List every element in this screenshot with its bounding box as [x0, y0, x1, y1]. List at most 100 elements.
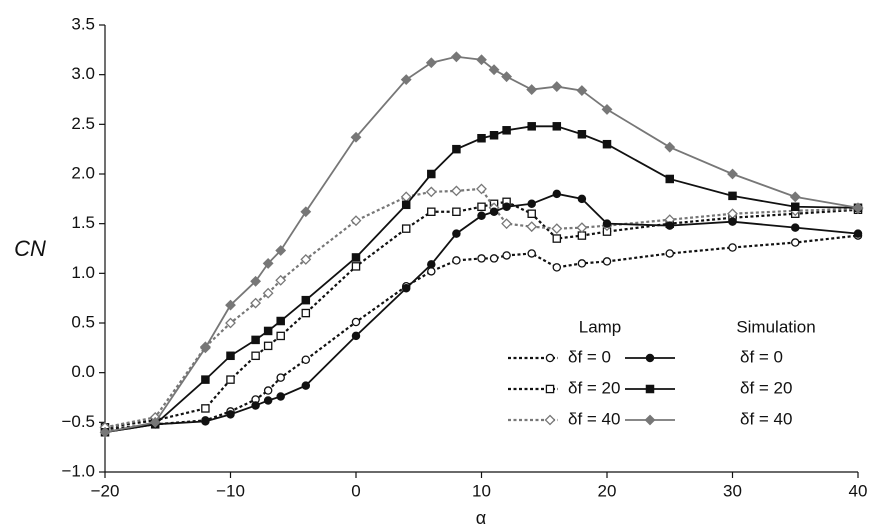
marker — [276, 316, 285, 326]
marker — [262, 287, 274, 299]
marker — [275, 245, 287, 256]
x-tick-label: 0 — [351, 481, 360, 500]
marker — [263, 341, 273, 351]
marker — [476, 54, 487, 66]
x-tick-label: −20 — [91, 481, 120, 500]
legend-marker — [545, 384, 555, 394]
marker — [251, 335, 260, 345]
marker — [501, 71, 513, 83]
marker — [351, 253, 361, 262]
marker — [251, 351, 260, 361]
marker — [552, 263, 562, 272]
marker — [527, 209, 536, 218]
marker — [526, 221, 538, 233]
y-tick-label: −1.0 — [61, 461, 95, 480]
marker — [425, 57, 437, 69]
legend-marker — [545, 353, 555, 363]
legend-marker — [544, 414, 556, 426]
marker — [477, 133, 486, 143]
legend-label: δf = 40 — [568, 409, 620, 428]
marker — [301, 308, 311, 318]
legend-marker — [645, 353, 655, 363]
marker — [225, 299, 236, 311]
marker — [99, 426, 111, 438]
marker — [201, 417, 210, 426]
marker — [401, 200, 411, 210]
marker — [400, 74, 412, 86]
marker — [488, 64, 500, 76]
marker — [502, 202, 511, 212]
marker — [502, 251, 511, 260]
marker — [728, 217, 737, 226]
y-tick-label: 3.5 — [71, 14, 95, 33]
legend-label: δf = 20 — [568, 378, 620, 397]
marker — [789, 191, 801, 203]
marker — [226, 410, 235, 419]
marker — [477, 211, 486, 220]
marker — [226, 375, 235, 384]
legend-label: δf = 0 — [568, 347, 611, 366]
marker — [552, 189, 562, 199]
marker — [577, 130, 587, 139]
marker — [526, 84, 538, 95]
marker — [351, 317, 361, 327]
marker — [401, 283, 411, 293]
marker — [602, 219, 612, 228]
marker — [450, 185, 462, 197]
marker — [199, 342, 211, 354]
marker — [489, 254, 499, 263]
legend-title: Lamp — [579, 317, 622, 336]
marker — [791, 202, 800, 212]
marker — [427, 169, 436, 179]
marker — [201, 404, 210, 413]
marker — [665, 221, 675, 230]
marker — [452, 207, 461, 216]
marker — [149, 416, 161, 428]
marker — [665, 249, 675, 258]
marker — [853, 229, 863, 238]
marker — [351, 331, 361, 341]
marker — [276, 373, 285, 382]
legend-label: δf = 40 — [740, 409, 792, 428]
marker — [452, 144, 461, 154]
x-tick-label: −10 — [216, 481, 245, 500]
marker — [852, 202, 864, 214]
marker — [276, 331, 285, 341]
marker — [427, 260, 436, 269]
legend-label: δf = 0 — [740, 347, 783, 366]
marker — [276, 392, 285, 401]
marker — [527, 199, 536, 209]
marker — [791, 223, 800, 232]
x-tick-label: 20 — [598, 481, 617, 500]
marker — [501, 218, 513, 230]
marker — [300, 254, 312, 265]
marker — [476, 183, 487, 195]
marker — [577, 231, 587, 240]
marker — [251, 401, 260, 410]
marker — [225, 317, 236, 329]
marker — [664, 141, 676, 153]
series-line — [104, 234, 859, 431]
marker — [665, 174, 675, 184]
marker — [226, 351, 235, 361]
x-tick-label: 40 — [849, 481, 868, 500]
marker — [350, 215, 362, 227]
marker — [791, 238, 800, 247]
marker — [301, 381, 311, 390]
marker — [727, 168, 738, 180]
marker — [275, 274, 287, 286]
marker — [452, 229, 461, 238]
legend-title: Simulation — [736, 317, 815, 336]
marker — [602, 139, 612, 149]
marker — [301, 355, 311, 365]
marker — [250, 275, 262, 287]
x-tick-label: 10 — [472, 481, 491, 500]
marker — [577, 259, 587, 268]
marker — [263, 396, 273, 405]
y-axis-label: CN — [14, 236, 46, 261]
marker — [450, 51, 462, 63]
x-tick-label: 30 — [723, 481, 742, 500]
marker — [425, 186, 437, 198]
marker — [477, 254, 486, 263]
